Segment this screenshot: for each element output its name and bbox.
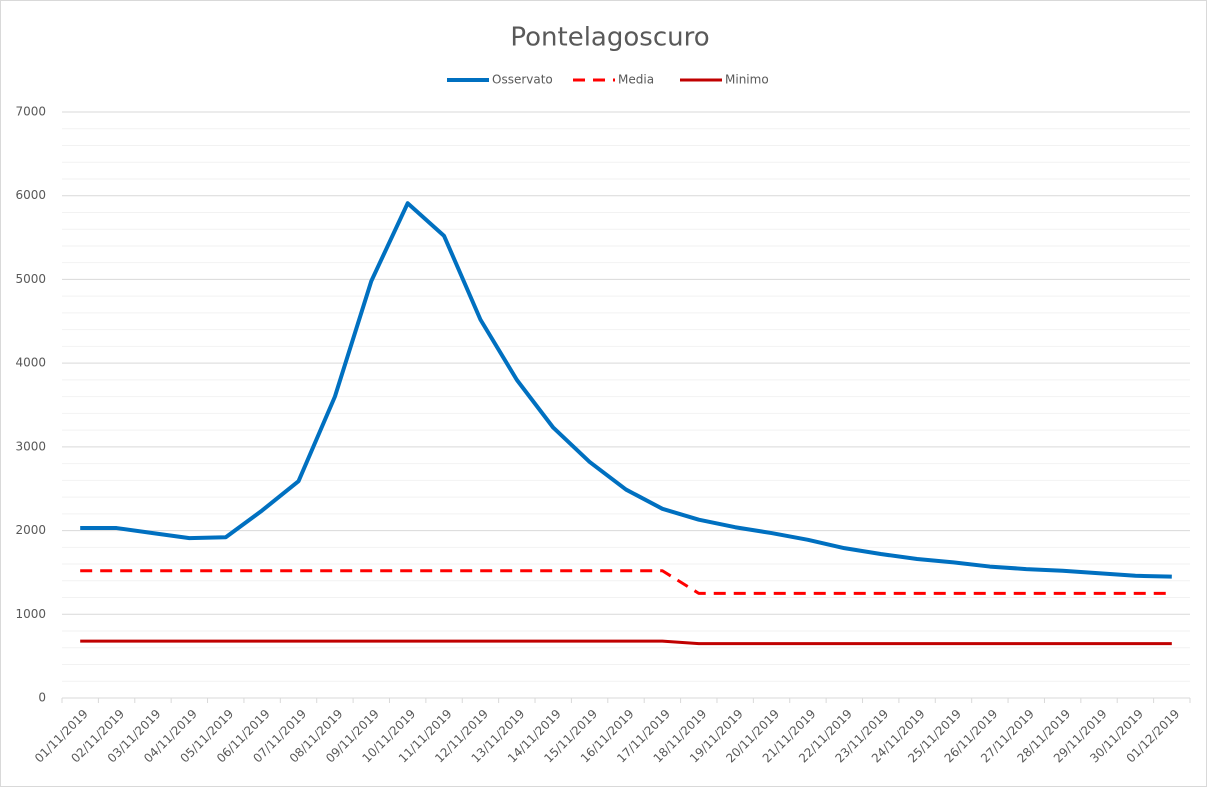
legend-label: Minimo bbox=[725, 73, 769, 87]
y-tick-label: 4000 bbox=[15, 356, 46, 370]
y-tick-label: 1000 bbox=[15, 607, 46, 621]
line-series bbox=[80, 569, 1172, 595]
y-tick-label: 3000 bbox=[15, 439, 46, 453]
y-tick-label: 0 bbox=[38, 691, 46, 705]
y-tick-label: 2000 bbox=[15, 523, 46, 537]
line-series bbox=[80, 201, 1172, 579]
line-series bbox=[80, 639, 1172, 646]
y-tick-label: 7000 bbox=[15, 105, 46, 119]
legend-label: Media bbox=[618, 73, 654, 87]
legend-label: Osservato bbox=[492, 73, 553, 87]
chart-title: Pontelagoscuro bbox=[510, 23, 709, 53]
y-tick-label: 5000 bbox=[15, 272, 46, 286]
y-tick-label: 6000 bbox=[15, 188, 46, 202]
